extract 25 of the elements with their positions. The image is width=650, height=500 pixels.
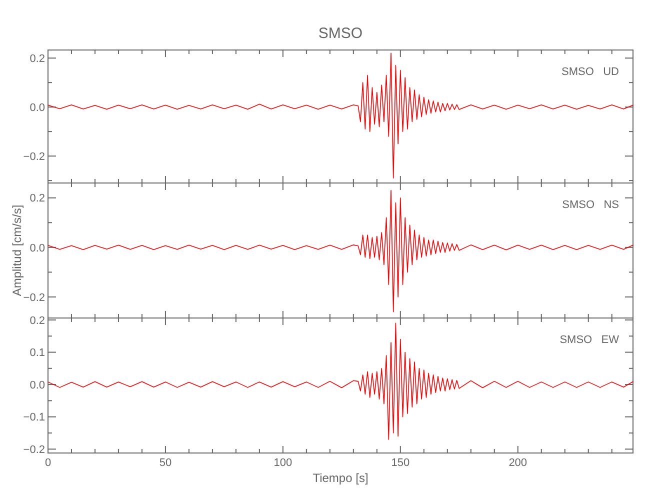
line-series [48, 190, 634, 312]
y-tick-label: 0.2 [30, 192, 45, 205]
annotation: SMSO NS [562, 199, 619, 211]
annotation: SMSO UD [562, 66, 620, 78]
annotation: SMSO EW [560, 334, 620, 346]
x-tick-label: 150 [391, 457, 410, 469]
y-tick-label: 0.0 [30, 242, 45, 254]
y-tick-label: −0.2 [23, 292, 45, 304]
y-tick-label: 0.2 [30, 314, 45, 327]
chart-title: SMSO [318, 25, 363, 42]
line-series [48, 322, 634, 440]
y-tick-label: 0.0 [30, 379, 45, 392]
x-tick-label: 50 [159, 457, 172, 469]
y-axis-title: Amplitud [cm/s/s] [10, 204, 24, 296]
y-tick-label: −0.1 [23, 412, 45, 424]
y-tick-label: 0.0 [30, 102, 45, 114]
x-tick-label: 0 [44, 457, 52, 469]
x-tick-label: 100 [274, 457, 292, 469]
y-tick-label: −0.2 [23, 444, 45, 456]
y-tick-label: −0.2 [23, 150, 45, 163]
y-tick-label: 0.1 [30, 347, 45, 360]
y-tick-label: 0.2 [30, 52, 45, 65]
line-series [48, 52, 634, 178]
x-tick-label: 200 [508, 457, 528, 469]
x-axis-title: Tiempo [s] [312, 471, 368, 485]
